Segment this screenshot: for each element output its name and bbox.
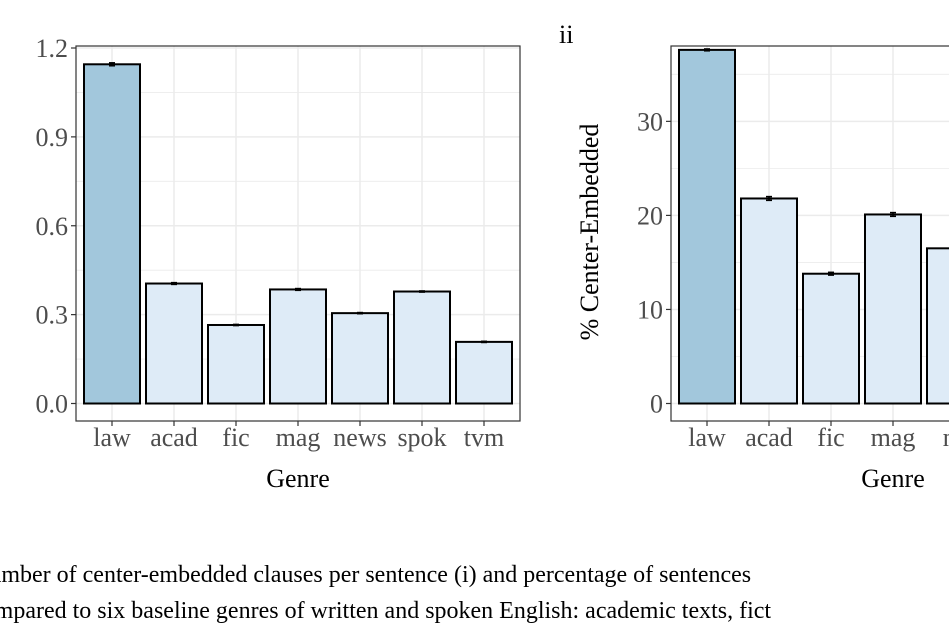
- bar-acad: [145, 282, 203, 405]
- y-tick-label: 0.9: [36, 123, 69, 152]
- x-tick-label-acad: acad: [745, 423, 793, 452]
- x-tick-label-law: law: [93, 423, 131, 452]
- x-tick-label-mag: mag: [276, 423, 321, 452]
- y-tick-label: 10: [637, 295, 663, 324]
- y-axis-title: % Center-Embedded: [575, 124, 604, 341]
- caption-line-2: compared to six baseline genres of writt…: [0, 598, 772, 624]
- error-bar-spok: [419, 290, 425, 293]
- bar-law: [83, 63, 141, 405]
- panel-i-chart: 0.0 0.3 0.6 0.9 1.2 law acad fic mag news spok tvm G…: [36, 34, 521, 493]
- error-bar-acad: [171, 281, 177, 286]
- error-bar-mag: [295, 287, 301, 292]
- error-bar-mag: [890, 211, 896, 218]
- y-tick-label: 30: [637, 107, 663, 136]
- error-bar-fic: [828, 271, 834, 276]
- y-tick-label: 0: [650, 390, 663, 419]
- x-axis-title: Genre: [861, 464, 925, 493]
- x-tick-label-tvm: tvm: [464, 423, 504, 452]
- x-tick-label-law: law: [688, 423, 726, 452]
- error-bar-news: [357, 311, 363, 315]
- x-tick-label-ne: ne: [943, 423, 949, 452]
- caption-line-1: Number of center-embedded clauses per se…: [0, 562, 752, 588]
- y-tick-label: 1.2: [36, 34, 69, 63]
- x-axis-title: Genre: [266, 464, 330, 493]
- bar-news: [926, 247, 949, 405]
- bar-acad: [740, 197, 798, 405]
- x-tick-label-fic: fic: [817, 423, 844, 452]
- x-tick-label-acad: acad: [150, 423, 198, 452]
- error-bar-law: [704, 48, 710, 52]
- error-bar-fic: [233, 323, 239, 327]
- bar-mag: [269, 288, 327, 405]
- y-tick-label: 0.0: [36, 390, 69, 419]
- x-tick-label-news: news: [333, 423, 386, 452]
- bar-tvm: [455, 340, 513, 405]
- error-bar-acad: [766, 195, 772, 202]
- bar-fic: [802, 272, 860, 405]
- y-tick-label: 0.3: [36, 301, 69, 330]
- bar-fic: [207, 323, 265, 405]
- bar-spok: [393, 290, 451, 405]
- bar-news: [331, 312, 389, 405]
- plot-area: [671, 46, 949, 421]
- y-tick-label: 20: [637, 201, 663, 230]
- bar-mag: [864, 213, 922, 405]
- bar-law: [678, 48, 736, 405]
- panel-label-ii: ii: [559, 20, 573, 49]
- error-bar-tvm: [481, 340, 487, 344]
- y-tick-label: 0.6: [36, 212, 69, 241]
- error-bar-law: [109, 62, 115, 67]
- x-tick-label-spok: spok: [397, 423, 446, 452]
- plot-area: [76, 46, 520, 421]
- x-tick-label-mag: mag: [871, 423, 916, 452]
- x-tick-label-fic: fic: [222, 423, 249, 452]
